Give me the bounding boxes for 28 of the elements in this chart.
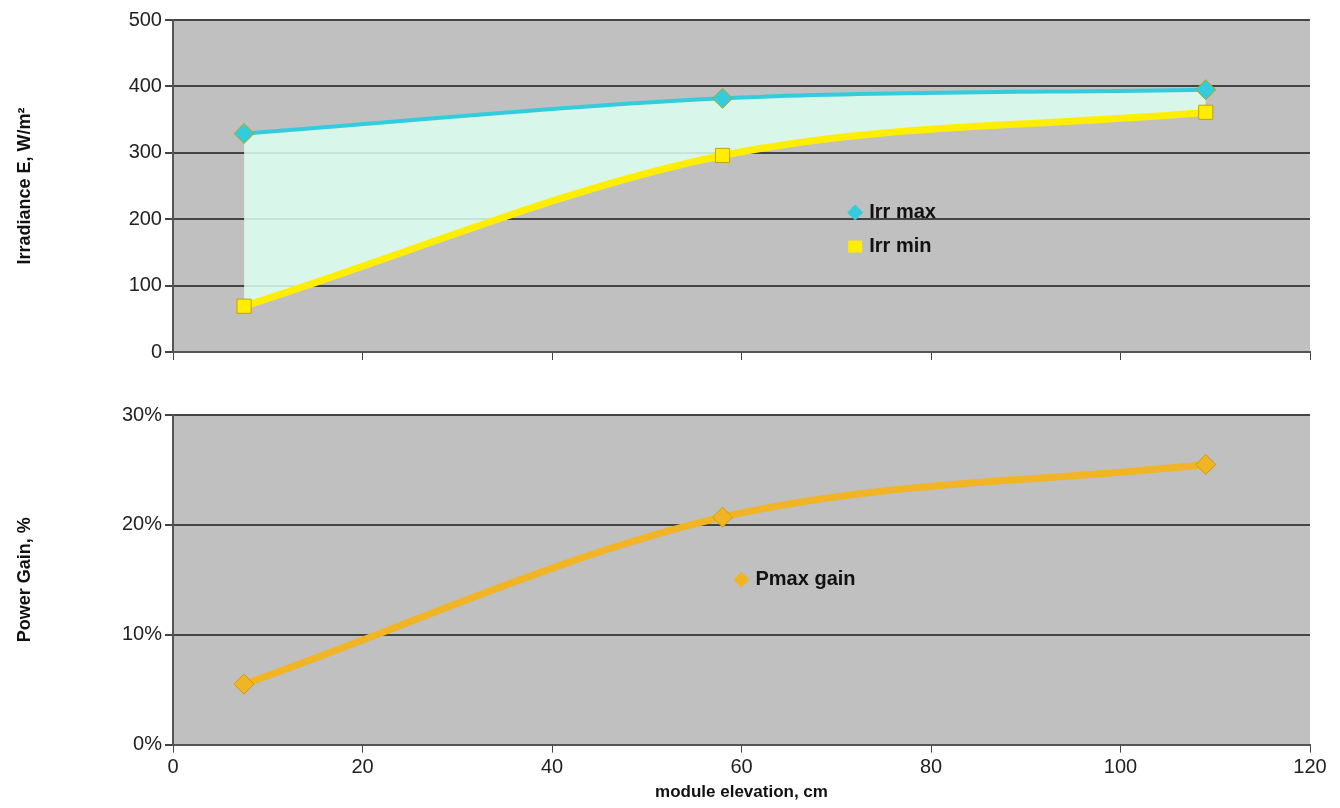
point [714,147,731,164]
point [1195,453,1217,475]
point [712,506,734,528]
y-tick-label: 400 [128,73,162,96]
x-tick-label: 60 [730,755,753,778]
y-tick-label: 100 [128,273,162,296]
legend-label: Irr min [869,234,932,257]
x-axis-title: module elevation, cm [655,782,828,802]
point [236,298,252,314]
y-tick-label: 500 [128,7,162,30]
x-tick-label: 0 [167,755,179,778]
y-tick-label: 0% [133,732,163,755]
x-tick-label: 120 [1293,755,1327,778]
y-tick-label: 20% [121,512,163,535]
point [233,673,255,695]
y-tick-label: 0 [150,339,162,362]
x-tick-label: 80 [919,755,943,778]
x-tick-label: 40 [540,755,564,778]
y-axis-title: Power Gain, % [13,517,34,643]
y-tick-label: 30% [121,402,163,425]
legend-label: Pmax gain [755,567,856,590]
y-axis-title: Irradiance E, W/m² [13,107,34,265]
x-tick-label: 20 [351,755,374,778]
legend-label: Irr max [869,200,936,223]
y-tick-label: 300 [128,140,162,163]
y-tick-label: 200 [128,206,162,229]
y-tick-label: 10% [121,622,163,645]
x-tick-label: 100 [1103,755,1138,778]
